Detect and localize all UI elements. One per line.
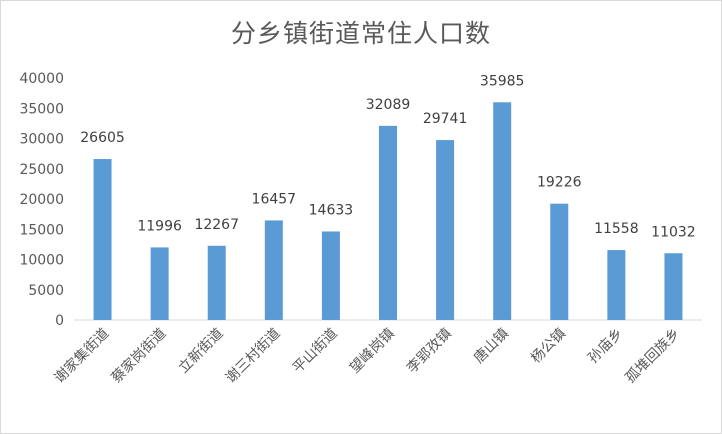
y-tick-label: 5000 (28, 283, 64, 299)
data-label: 11996 (137, 218, 182, 234)
bars (93, 102, 683, 321)
data-label: 11032 (651, 224, 696, 240)
data-label: 32089 (366, 97, 411, 113)
y-tick-label: 20000 (19, 192, 64, 208)
bar (150, 247, 169, 320)
y-tick-label: 25000 (19, 162, 64, 178)
data-label: 19226 (537, 175, 582, 191)
x-tick-label: 蔡家岗街道 (108, 325, 170, 387)
x-tick-label: 孤堆回族乡 (622, 326, 683, 387)
x-tick-label: 谢三村街道 (223, 326, 284, 387)
bar (93, 159, 112, 320)
bar (550, 203, 569, 320)
bar (321, 231, 340, 320)
data-label: 29741 (423, 111, 468, 127)
x-tick-label: 孙庙乡 (585, 326, 626, 367)
bar (207, 245, 226, 320)
data-label: 16457 (252, 191, 297, 207)
data-label: 12267 (194, 217, 239, 233)
data-label: 14633 (309, 202, 354, 218)
y-tick-label: 10000 (19, 253, 64, 269)
bar (493, 102, 512, 321)
y-tick-label: 35000 (19, 101, 64, 117)
y-tick-label: 0 (55, 313, 64, 329)
bar (664, 253, 683, 320)
y-axis: 0 5000 10000 15000 20000 25000 30000 35000 40000 (19, 71, 64, 329)
x-tick-label: 谢家集街道 (51, 325, 113, 387)
data-label: 11558 (594, 221, 639, 237)
y-tick-label: 40000 (19, 71, 64, 87)
data-label: 35985 (480, 73, 525, 89)
x-tick-label: 李郢孜镇 (404, 326, 455, 377)
bar (379, 125, 397, 321)
x-tick-label: 立新街道 (176, 326, 227, 377)
x-tick-label: 望峰岗镇 (347, 326, 398, 377)
bar (264, 220, 283, 320)
bar (607, 250, 626, 320)
x-tick-label: 平山街道 (290, 326, 341, 377)
y-tick-label: 15000 (19, 222, 64, 238)
data-labels: 26605 11996 12267 16457 14633 32089 29741 35985… (80, 73, 695, 240)
bar (436, 140, 455, 320)
y-tick-label: 30000 (19, 132, 64, 148)
x-tick-label: 唐山镇 (470, 325, 512, 367)
data-label: 26605 (80, 130, 125, 146)
chart-title: 分乡镇街道常住人口数 (230, 19, 491, 48)
x-tick-label: 杨公镇 (528, 326, 569, 367)
